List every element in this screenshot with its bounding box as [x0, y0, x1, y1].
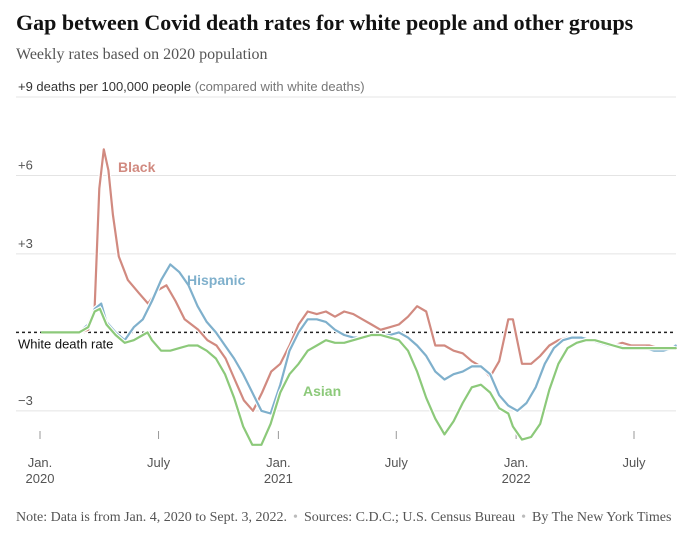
y-tick-value: +3: [18, 236, 33, 251]
separator-dot: •: [293, 510, 298, 525]
y-tick-label: −3: [18, 393, 33, 408]
series-line-asian: [40, 307, 677, 446]
series-labels: Black Hispanic Asian: [118, 159, 341, 399]
series-halo: [42, 147, 676, 414]
y-tick-label: +6: [18, 157, 33, 172]
separator-dot: •: [521, 510, 527, 525]
series-label-asian: Asian: [303, 383, 341, 399]
gridlines: [16, 96, 676, 412]
x-tick-label: July: [385, 455, 409, 470]
chart-subtitle: Weekly rates based on 2020 population: [16, 46, 268, 63]
series-line-black: [40, 148, 677, 412]
chart-title: Gap between Covid death rates for white …: [16, 10, 634, 35]
baseline-label: White death rate: [18, 336, 113, 351]
x-tick-label: July: [147, 455, 171, 470]
y-tick-label: +9 deaths per 100,000 people (compared w…: [18, 80, 365, 94]
x-tick-label: Jan.: [266, 455, 291, 470]
x-tick-label: Jan.: [504, 455, 529, 470]
series-label-black: Black: [118, 159, 156, 175]
series-halo: [42, 306, 676, 448]
x-tick-label: July: [622, 455, 646, 470]
y-tick-label: +3: [18, 236, 33, 251]
footnote: Note: Data is from Jan. 4, 2020 to Sept.…: [16, 508, 676, 528]
footnote-sources: Sources: C.D.C.; U.S. Census Bureau: [303, 510, 516, 525]
chart-plot: +9 deaths per 100,000 people (compared w…: [16, 80, 678, 486]
y-tick-value: +9 deaths per 100,000 people: [18, 80, 191, 94]
x-tick-year: 2021: [264, 471, 293, 486]
x-tick-year: 2020: [26, 471, 55, 486]
footnote-credit: By The New York Times: [532, 510, 672, 525]
baseline: White death rate: [16, 331, 676, 351]
x-tick-year: 2022: [502, 471, 531, 486]
y-axis: +9 deaths per 100,000 people (compared w…: [18, 80, 365, 408]
y-tick-value: +6: [18, 157, 33, 172]
y-tick-value: −3: [18, 393, 33, 408]
series-label-hispanic: Hispanic: [187, 272, 246, 288]
series-lines: [40, 147, 678, 448]
footnote-note: Note: Data is from Jan. 4, 2020 to Sept.…: [16, 510, 288, 525]
y-tick-suffix: (compared with white deaths): [191, 80, 364, 94]
x-tick-label: Jan.: [28, 455, 53, 470]
